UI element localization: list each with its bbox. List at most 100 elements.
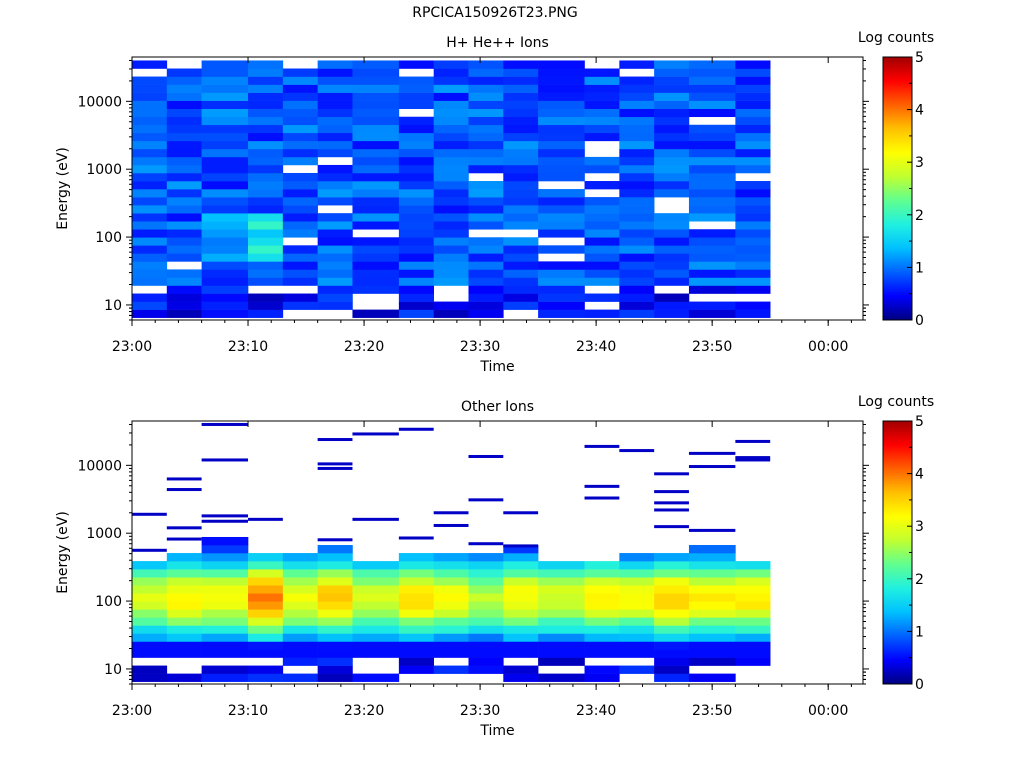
heatmap-cell [317,140,353,150]
heatmap-cell [654,577,690,586]
heatmap-cell [433,205,469,214]
heatmap-cell [282,205,318,214]
sparse-count-cell [584,444,620,448]
heatmap-cell [398,164,434,174]
heatmap-cell [735,221,771,230]
heatmap-cell [166,172,202,182]
heatmap-cell [352,561,400,570]
heatmap-cell [468,245,504,254]
heatmap-cell [468,641,504,650]
heatmap-cell [352,585,400,594]
heatmap-cell [619,649,655,658]
heatmap-cell [201,245,249,254]
heatmap-cell [201,633,249,642]
heatmap-cell [735,116,771,126]
heatmap-cell [282,649,318,658]
heatmap-cell [282,553,318,562]
heatmap-cell [503,665,539,674]
heatmap-cell [538,617,585,626]
heatmap-cell [688,213,736,222]
x-tick-label: 23:40 [576,339,616,355]
heatmap-cell [132,100,168,109]
heatmap-cell [398,229,434,238]
heatmap-cell [538,649,585,658]
heatmap-cell [538,585,585,594]
heatmap-cell [352,213,400,222]
heatmap-cell [166,593,202,602]
heatmap-cell [166,237,202,246]
heatmap-cell [317,245,353,254]
heatmap-cell [352,277,400,286]
sparse-count-cell [166,488,202,492]
heatmap-cell [433,76,469,85]
heatmap-cell [619,633,655,642]
heatmap-cell [538,108,585,118]
sparse-count-cell [166,537,202,541]
heatmap-cell [503,593,539,602]
heatmap-cell [132,301,168,310]
colorbar-tick-label: 3 [915,519,924,535]
colorbar-label: Log counts [858,394,934,410]
heatmap-cell [468,237,504,246]
heatmap-cell [317,108,353,118]
heatmap-cell [619,617,655,626]
heatmap-cell [132,148,168,158]
heatmap-cell [584,577,620,586]
heatmap-cell [248,221,284,230]
heatmap-cell [503,76,539,85]
heatmap-cell [317,229,353,238]
heatmap-cell [398,140,434,150]
heatmap-cell [503,100,539,109]
heatmap-cell [538,601,585,610]
heatmap-cell [584,229,620,238]
heatmap-cell [468,140,504,150]
heatmap-cell [735,205,771,214]
panel-other-ions: Other Ions 23:00 23:10 23:20 23:30 23:40 23:50… [55,394,934,739]
heatmap-cell [735,68,771,77]
heatmap-cell [654,293,690,302]
heatmap-cell [468,561,504,570]
heatmap-cell [166,132,202,142]
heatmap-cell [538,301,585,310]
heatmap-cell [538,633,585,642]
heatmap-cell [503,293,539,302]
heatmap-cell [538,245,585,254]
heatmap-cell [132,649,168,658]
heatmap-cell [619,261,655,270]
heatmap-cell [132,132,168,142]
heatmap-cell [201,76,249,85]
heatmap-cell [248,100,284,109]
heatmap-cell [688,172,736,182]
heatmap-cell [398,309,434,318]
heatmap-cell [201,68,249,77]
heatmap-cell [352,625,400,634]
heatmap-cell [654,301,690,310]
heatmap-cell [201,213,249,222]
heatmap-cell [468,649,504,658]
heatmap-cell [166,585,202,594]
sparse-count-cell [503,544,539,548]
heatmap-cell [654,132,690,142]
heatmap-cell [619,277,655,286]
heatmap-cell [132,124,168,134]
heatmap-cell [619,92,655,101]
heatmap-cell [282,132,318,142]
heatmap-cell [248,245,284,254]
heatmap-cell [538,569,585,578]
heatmap-cell [132,245,168,254]
heatmap-cell [688,641,736,650]
sparse-count-cell [735,458,771,462]
heatmap-cell [398,100,434,109]
heatmap-cell [248,641,284,650]
heatmap-cell [201,293,249,302]
heatmap-cell [688,237,736,246]
heatmap-cell [735,585,771,594]
heatmap-cell [468,92,504,101]
heatmap-cell [619,665,655,674]
heatmap-cell [735,148,771,158]
heatmap-cell [166,673,202,682]
heatmap-cell [538,92,585,101]
heatmap-cell [735,108,771,118]
heatmap-cell [248,148,284,158]
sparse-count-cell [654,508,689,512]
